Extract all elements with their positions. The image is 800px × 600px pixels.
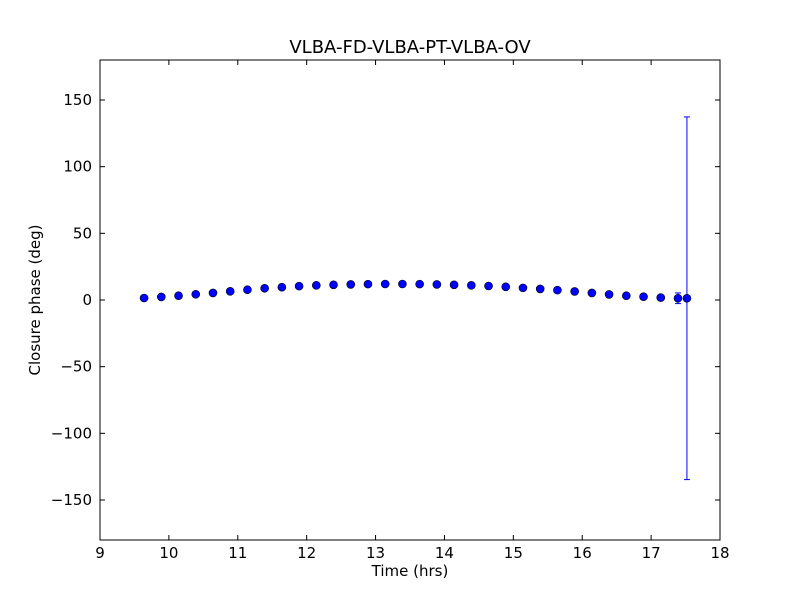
x-tick-label: 10 [159,544,178,562]
data-point [467,281,476,290]
data-point [398,279,407,289]
x-tick-label: 14 [435,544,454,562]
data-point [682,293,692,303]
data-point [363,279,373,289]
data-point [157,292,166,302]
y-tick-label: 100 [63,158,92,176]
y-tick-label: −150 [51,491,92,509]
data-point [656,293,666,302]
data-point [208,288,218,298]
y-tick-label: −50 [60,358,92,376]
data-point [312,281,321,290]
data-point [553,285,562,295]
data-point [673,293,683,303]
plot-area [99,59,721,541]
x-axis-label: Time (hrs) [371,562,449,580]
y-tick-label: 150 [63,91,92,109]
x-tick-label: 17 [642,544,661,562]
data-point [139,293,149,303]
data-point [484,281,493,291]
data-point [294,281,304,291]
axis-ticks: 9 10 11 12 13 14 15 16 17 18 −150 −100 −50 0 50 100 150 [51,60,730,562]
data-point [225,287,235,296]
data-point [415,279,424,289]
data-point [380,279,390,289]
data-point [501,282,511,292]
data-point [570,287,579,296]
data-point [174,291,183,301]
x-tick-label: 16 [573,544,592,562]
x-tick-label: 13 [366,544,385,562]
data-point [622,291,631,301]
data-point [260,283,269,293]
y-tick-label: 50 [73,224,92,242]
x-tick-label: 9 [95,544,105,562]
y-tick-label: 0 [82,291,92,309]
data-point [329,280,338,290]
data-point [191,289,201,299]
y-tick-label: −100 [51,424,92,442]
data-point [535,284,545,294]
data-point [432,280,442,289]
data-point [604,290,614,299]
data-point [449,280,459,290]
data-markers [139,279,692,303]
x-tick-label: 18 [710,544,729,562]
data-point [587,288,597,298]
data-point [243,285,252,295]
data-point [518,283,528,293]
data-point [639,292,648,301]
x-tick-label: 12 [297,544,316,562]
data-point [277,282,287,292]
data-point [346,280,356,289]
x-tick-label: 15 [504,544,523,562]
chart-title: VLBA-FD-VLBA-PT-VLBA-OV [289,37,531,58]
y-axis-label: Closure phase (deg) [26,225,44,376]
x-tick-label: 11 [228,544,247,562]
